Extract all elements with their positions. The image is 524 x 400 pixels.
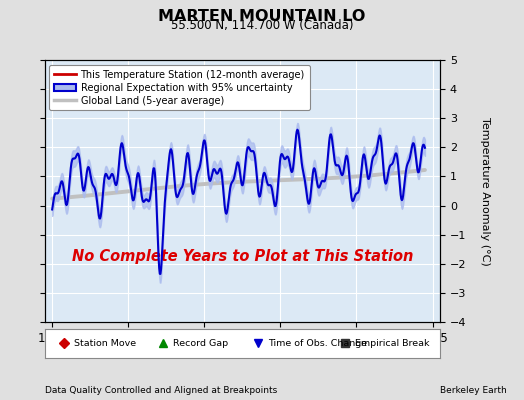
Y-axis label: Temperature Anomaly (°C): Temperature Anomaly (°C) xyxy=(481,117,490,265)
Text: 55.500 N, 114.700 W (Canada): 55.500 N, 114.700 W (Canada) xyxy=(171,19,353,32)
Text: Record Gap: Record Gap xyxy=(173,339,228,348)
Text: Data Quality Controlled and Aligned at Breakpoints: Data Quality Controlled and Aligned at B… xyxy=(45,386,277,395)
Text: Station Move: Station Move xyxy=(74,339,136,348)
Legend: This Temperature Station (12-month average), Regional Expectation with 95% uncer: This Temperature Station (12-month avera… xyxy=(49,65,310,110)
Text: No Complete Years to Plot at This Station: No Complete Years to Plot at This Statio… xyxy=(72,249,413,264)
Text: MARTEN MOUNTAIN LO: MARTEN MOUNTAIN LO xyxy=(158,9,366,24)
Text: Empirical Break: Empirical Break xyxy=(355,339,430,348)
Text: Time of Obs. Change: Time of Obs. Change xyxy=(268,339,367,348)
Text: Berkeley Earth: Berkeley Earth xyxy=(440,386,507,395)
